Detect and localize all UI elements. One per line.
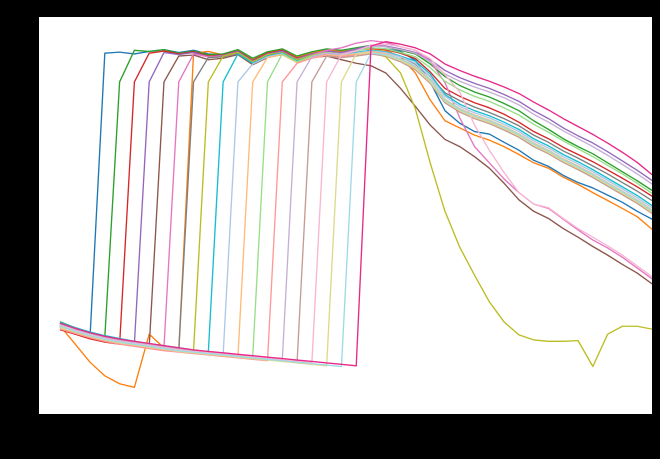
series-line bbox=[59, 51, 652, 362]
series-line bbox=[59, 51, 652, 367]
series-line bbox=[59, 41, 652, 367]
series-line bbox=[59, 48, 652, 389]
series-line bbox=[59, 51, 652, 358]
series-line bbox=[59, 49, 652, 352]
series-line bbox=[59, 51, 652, 368]
series-line bbox=[59, 52, 652, 368]
series-line bbox=[59, 44, 652, 345]
series-line bbox=[59, 49, 652, 353]
plot-area bbox=[39, 17, 652, 414]
series-line bbox=[59, 53, 652, 348]
series-line bbox=[59, 50, 652, 356]
line-chart-svg bbox=[59, 39, 652, 389]
series-line bbox=[59, 44, 652, 338]
series-group bbox=[59, 39, 652, 389]
series-line bbox=[59, 43, 652, 364]
series-line bbox=[59, 53, 652, 363]
